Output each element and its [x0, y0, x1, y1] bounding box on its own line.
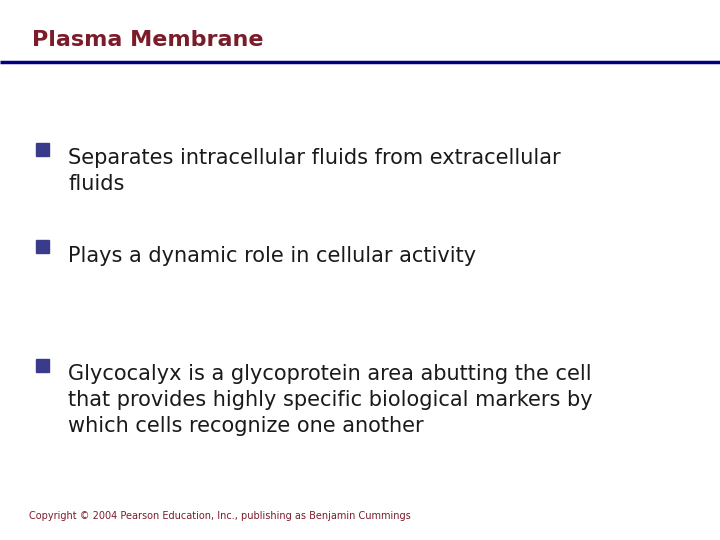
Text: Separates intracellular fluids from extracellular
fluids: Separates intracellular fluids from extr… [68, 148, 561, 194]
Text: Glycocalyx is a glycoprotein area abutting the cell
that provides highly specifi: Glycocalyx is a glycoprotein area abutti… [68, 364, 593, 436]
Text: Plasma Membrane: Plasma Membrane [32, 30, 264, 50]
Text: Copyright © 2004 Pearson Education, Inc., publishing as Benjamin Cummings: Copyright © 2004 Pearson Education, Inc.… [29, 511, 410, 521]
Bar [36, 240, 49, 253]
Bar [36, 143, 49, 156]
Text: Plays a dynamic role in cellular activity: Plays a dynamic role in cellular activit… [68, 246, 477, 266]
Bar [36, 359, 49, 372]
